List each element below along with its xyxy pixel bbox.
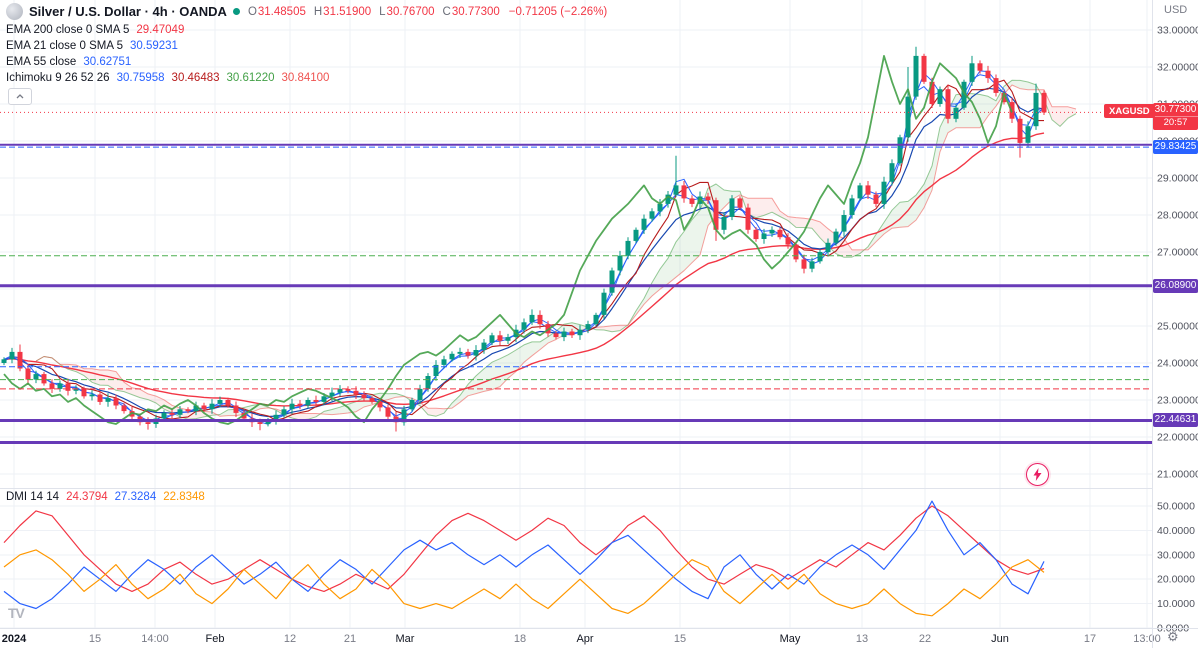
indicator-value: 30.75958 (116, 72, 165, 84)
indicator-value: 22.8348 (163, 491, 205, 503)
price-axis-label: 27.00000 (1157, 247, 1198, 259)
price-axis-label: 33.00000 (1157, 25, 1198, 37)
axis-currency-label[interactable]: USD (1164, 4, 1188, 16)
dmi-axis-label: 50.0000 (1157, 501, 1195, 513)
adx-line (3, 505, 1045, 593)
low-label: L (379, 5, 386, 18)
indicator-label: EMA 200 close 0 SMA 5 (6, 24, 130, 36)
indicator-row-dmi[interactable]: DMI 14 14 24.3794 27.3284 22.8348 (6, 491, 205, 503)
open-label: O (247, 5, 257, 18)
high-value: 31.51900 (323, 5, 372, 18)
indicator-label: EMA 55 close (6, 56, 77, 68)
candlestick-series (1, 46, 1047, 432)
market-open-status-icon (232, 8, 240, 15)
time-axis-label: Apr (576, 633, 593, 645)
indicator-row-ema21[interactable]: EMA 21 close 0 SMA 5 30.59231 (6, 40, 178, 52)
indicator-value: 30.59231 (129, 40, 178, 52)
symbol-header: Silver / U.S. Dollar · 4h · OANDA O31.48… (6, 3, 607, 20)
tradingview-logo[interactable]: TV (8, 605, 25, 621)
low-readout: L30.76700 (379, 6, 434, 18)
time-axis-label: 14:00 (141, 633, 169, 645)
indicator-row-ema200[interactable]: EMA 200 close 0 SMA 5 29.47049 (6, 24, 184, 36)
high-readout: H31.51900 (314, 6, 371, 18)
price-axis-label: 24.00000 (1157, 358, 1198, 370)
price-axis-label: 25.00000 (1157, 321, 1198, 333)
time-axis-label: 15 (89, 633, 101, 645)
dmi-pane (3, 500, 1045, 617)
chikou-line (3, 55, 1013, 425)
close-label: C (442, 5, 451, 18)
indicator-value: 30.46483 (171, 72, 220, 84)
indicator-value: 30.62751 (83, 56, 132, 68)
indicator-row-ichimoku[interactable]: Ichimoku 9 26 52 26 30.75958 30.46483 30… (6, 72, 329, 84)
plus-di-line (3, 500, 1045, 610)
time-axis-label: 13:00 (1133, 633, 1161, 645)
collapse-indicators-button[interactable] (8, 88, 32, 105)
dmi-axis-label: 40.0000 (1157, 525, 1195, 537)
quick-trade-button[interactable] (1026, 463, 1049, 486)
time-axis-label: 17 (1084, 633, 1096, 645)
time-axis-label: 21 (344, 633, 356, 645)
price-axis-label: 22.00000 (1157, 432, 1198, 444)
time-axis[interactable] (0, 628, 1198, 648)
ohlc-readout: O31.48505 H31.51900 L30.76700 C30.77300 … (248, 6, 607, 18)
indicator-value: 30.61220 (226, 72, 275, 84)
time-axis-label: 22 (919, 633, 931, 645)
indicator-row-ema55[interactable]: EMA 55 close 30.62751 (6, 56, 131, 68)
open-readout: O31.48505 (248, 6, 306, 18)
chevron-up-icon (16, 94, 24, 99)
high-label: H (313, 5, 323, 18)
indicator-value: 29.47049 (136, 24, 185, 36)
dmi-axis-label: 10.0000 (1157, 598, 1195, 610)
indicator-value: 30.84100 (281, 72, 330, 84)
symbol-title[interactable]: Silver / U.S. Dollar · 4h · OANDA (29, 4, 227, 19)
time-axis-label: 15 (674, 633, 686, 645)
change-value: −0.71205 (−2.26%) (508, 5, 608, 18)
indicator-label: Ichimoku 9 26 52 26 (6, 72, 110, 84)
indicator-label: EMA 21 close 0 SMA 5 (6, 40, 123, 52)
time-axis-label: 18 (514, 633, 526, 645)
open-value: 31.48505 (257, 5, 306, 18)
time-axis-label: May (780, 633, 801, 645)
time-axis-label: 12 (284, 633, 296, 645)
dmi-axis-label: 20.0000 (1157, 574, 1195, 586)
time-axis-label: Mar (396, 633, 415, 645)
dmi-axis-label: 30.0000 (1157, 549, 1195, 561)
time-axis-label: 13 (856, 633, 868, 645)
minus-di-line (3, 549, 1045, 617)
senkou-b-line (35, 84, 1077, 417)
indicator-label: DMI 14 14 (6, 491, 60, 503)
axis-settings-gear-icon[interactable]: ⚙ (1167, 629, 1179, 644)
price-axis-label: 29.00000 (1157, 173, 1198, 185)
close-value: 30.77300 (451, 5, 500, 18)
price-axis-label: 23.00000 (1157, 395, 1198, 407)
indicator-value: 27.3284 (114, 491, 157, 503)
time-axis-label: Feb (206, 633, 225, 645)
low-value: 30.76700 (386, 5, 435, 18)
time-axis-label: 2024 (2, 633, 27, 645)
grid (0, 0, 1152, 629)
time-axis-label: Jun (991, 633, 1009, 645)
instrument-logo[interactable] (6, 3, 23, 20)
price-axis[interactable] (1152, 0, 1198, 628)
price-axis-label: 32.00000 (1157, 62, 1198, 74)
indicator-value: 24.3794 (66, 491, 108, 503)
price-axis-label: 21.00000 (1157, 469, 1198, 481)
close-readout: C30.77300 (443, 6, 500, 18)
ema-55-line (3, 87, 1045, 418)
price-axis-label: 28.00000 (1157, 210, 1198, 222)
ema-200-line (3, 132, 1045, 407)
lightning-bolt-icon (1033, 468, 1042, 481)
